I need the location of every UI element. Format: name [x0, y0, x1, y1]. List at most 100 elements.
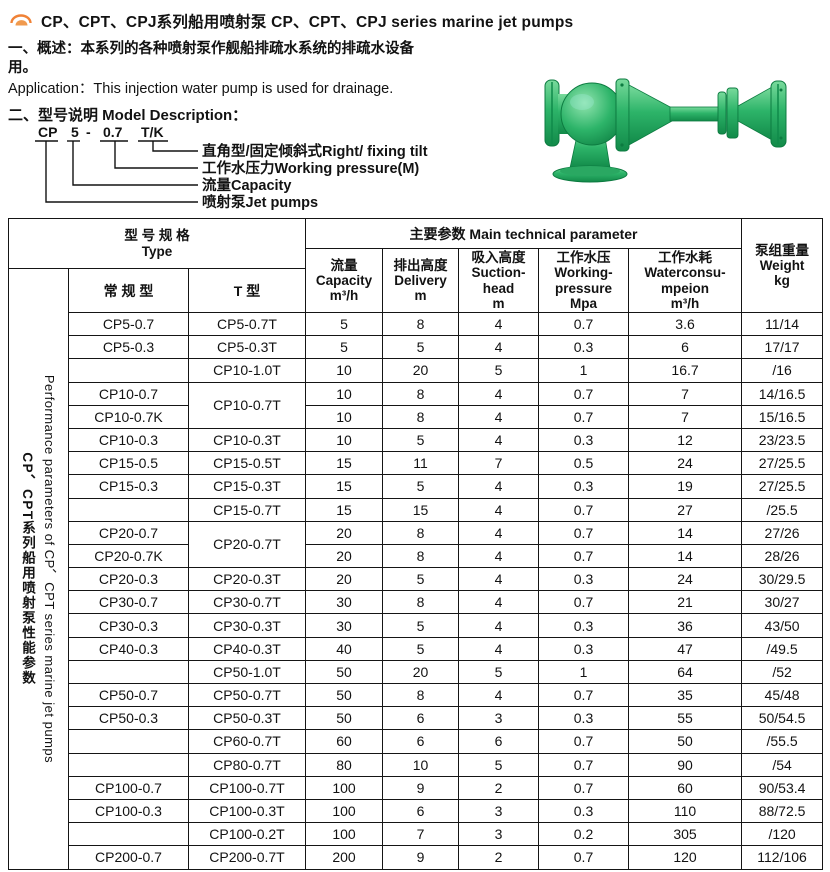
- model-cell: [68, 659, 189, 685]
- model-cell: CP15-0.5: [68, 451, 189, 476]
- overview-line2: 用。: [8, 60, 37, 77]
- model-cell: CP15-0.3T: [188, 474, 306, 499]
- model-cell: CP50-0.7T: [188, 682, 306, 708]
- model-cell: CP40-0.3T: [188, 636, 306, 661]
- value-cell: 8: [382, 682, 459, 708]
- value-cell: 14: [627, 520, 743, 545]
- model-cell: CP20-0.7T: [188, 520, 306, 569]
- value-cell: 45/48: [741, 682, 824, 708]
- value-cell: 0.3: [538, 474, 629, 499]
- model-code-diagram: CP 5 - 0.7 T/K 直角型/固定倾斜式Right/ fixing ti…: [35, 124, 428, 211]
- weight-header: 泵组重量 Weight kg: [741, 218, 824, 313]
- model-cell: CP50-0.7: [68, 682, 189, 708]
- model-cell: CP80-0.7T: [188, 752, 306, 777]
- value-cell: 64: [627, 659, 743, 685]
- value-cell: 0.7: [538, 682, 629, 708]
- value-cell: 0.3: [538, 613, 629, 638]
- table-row: CP50-0.3 CP50-0.3T 50 6 3 0.3 55 50/54.5: [9, 706, 824, 731]
- model-cell: CP50-0.3T: [188, 706, 306, 731]
- side-label-zh: CP、CPT系列船用喷射泵性能参数: [20, 452, 35, 686]
- value-cell: 27: [627, 497, 743, 522]
- value-cell: 36: [627, 613, 743, 638]
- value-cell: 4: [458, 474, 539, 499]
- value-cell: 7: [458, 451, 539, 476]
- table-row: CP20-0.7K 20 8 4 0.7 14 28/26: [9, 543, 824, 569]
- value-cell: 4: [458, 404, 539, 429]
- value-cell: 50: [627, 729, 743, 754]
- value-cell: 10: [305, 427, 383, 453]
- value-cell: 15: [382, 497, 459, 522]
- model-description-heading: 二、型号说明 Model Description：: [8, 107, 248, 124]
- value-cell: 80: [305, 752, 383, 777]
- value-cell: 0.5: [538, 451, 629, 476]
- value-cell: 28/26: [741, 543, 824, 569]
- value-cell: 20: [305, 520, 383, 545]
- value-cell: /120: [741, 822, 824, 847]
- model-cell: CP200-0.7T: [188, 845, 306, 870]
- value-cell: 20: [305, 567, 383, 592]
- value-cell: 0.7: [538, 311, 629, 337]
- model-cell: CP200-0.7: [68, 845, 189, 870]
- table-row: CP50-0.7 CP50-0.7T 50 8 4 0.7 35 45/48: [9, 682, 824, 708]
- value-cell: 55: [627, 706, 743, 731]
- model-cell: CP100-0.7: [68, 775, 189, 800]
- page-header: CP、CPT、CPJ系列船用喷射泵 CP、CPT、CPJ series mari…: [8, 10, 573, 32]
- value-cell: 60: [627, 775, 743, 800]
- value-cell: 15: [305, 474, 383, 499]
- value-cell: 9: [382, 775, 459, 800]
- type-group-header: 型 号 规 格 Type: [8, 218, 306, 269]
- value-cell: 11: [382, 451, 459, 476]
- model-cell: CP30-0.7: [68, 590, 189, 615]
- value-cell: 47: [627, 636, 743, 661]
- value-cell: 5: [382, 636, 459, 661]
- value-cell: 120: [627, 845, 743, 870]
- value-cell: 8: [382, 381, 459, 406]
- model-cell: CP10-0.3T: [188, 427, 306, 453]
- value-cell: 7: [382, 822, 459, 847]
- value-cell: 5: [305, 335, 383, 360]
- table-row: CP40-0.3 CP40-0.3T 40 5 4 0.3 47/49.5: [9, 636, 824, 661]
- value-cell: 50: [305, 706, 383, 731]
- table-row: CP15-0.5 CP15-0.5T 15 11 7 0.5 24 27/25.5: [9, 451, 824, 476]
- value-cell: 8: [382, 590, 459, 615]
- value-cell: 110: [627, 798, 743, 824]
- model-cell: CP15-0.3: [68, 474, 189, 499]
- value-cell: 7: [627, 404, 743, 429]
- value-cell: 0.3: [538, 427, 629, 453]
- value-cell: 0.3: [538, 567, 629, 592]
- value-cell: 21: [627, 590, 743, 615]
- value-cell: 0.7: [538, 520, 629, 545]
- capacity-header: 流量 Capacity m³/h: [305, 248, 383, 313]
- value-cell: 30/29.5: [741, 567, 824, 592]
- value-cell: 17/17: [741, 335, 824, 360]
- value-cell: 16.7: [627, 358, 743, 383]
- pressure-header: 工作水压 Working- pressure Mpa: [538, 248, 629, 313]
- value-cell: 5: [458, 752, 539, 777]
- model-cell: CP20-0.7K: [68, 543, 189, 569]
- page-title: CP、CPT、CPJ系列船用喷射泵 CP、CPT、CPJ series mari…: [41, 14, 574, 31]
- table-row: CP10-0.3 CP10-0.3T 10 5 4 0.3 12 23/23.5: [9, 427, 824, 453]
- model-cell: CP5-0.3: [68, 335, 189, 360]
- value-cell: /52: [741, 659, 824, 685]
- value-cell: 0.7: [538, 775, 629, 800]
- value-cell: 0.2: [538, 822, 629, 847]
- value-cell: 24: [627, 451, 743, 476]
- value-cell: 0.7: [538, 752, 629, 777]
- value-cell: 100: [305, 798, 383, 824]
- code-part-capacity: 5: [71, 124, 79, 140]
- model-cell: CP60-0.7T: [188, 729, 306, 754]
- model-cell: [68, 358, 189, 383]
- value-cell: 6: [382, 706, 459, 731]
- model-cell: CP50-1.0T: [188, 659, 306, 685]
- t-type-header: T 型: [188, 268, 306, 313]
- value-cell: 5: [382, 474, 459, 499]
- value-cell: 15/16.5: [741, 404, 824, 429]
- model-cell: CP5-0.7T: [188, 311, 306, 337]
- value-cell: 2: [458, 775, 539, 800]
- value-cell: 40: [305, 636, 383, 661]
- model-cell: CP5-0.7: [68, 311, 189, 337]
- value-cell: 23/23.5: [741, 427, 824, 453]
- side-label-cell: Performance parameters of CP、CPT series …: [8, 268, 69, 870]
- value-cell: 30: [305, 613, 383, 638]
- value-cell: 4: [458, 682, 539, 708]
